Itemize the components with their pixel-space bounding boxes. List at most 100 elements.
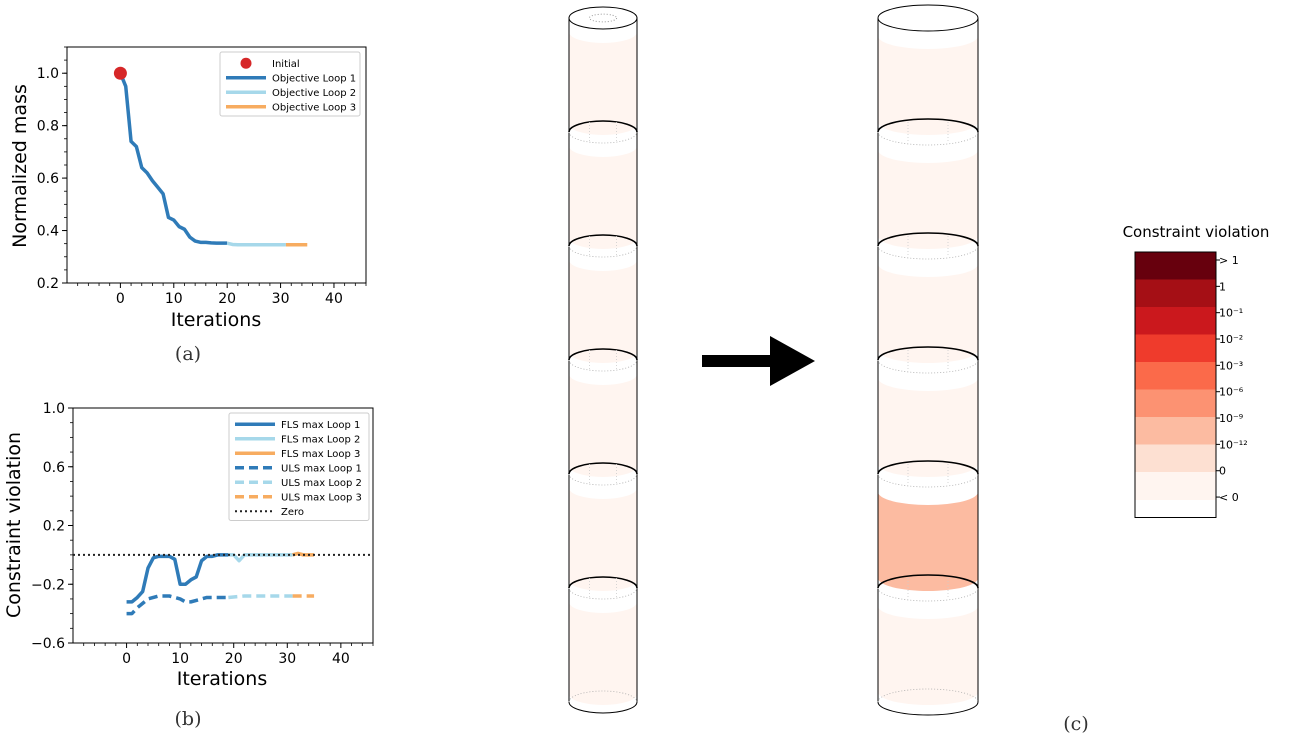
tower-joint-ring — [877, 118, 979, 133]
legend-box — [219, 51, 361, 117]
colorbar-frame — [1134, 251, 1217, 518]
legend-label: FLS max Loop 3 — [281, 449, 360, 460]
tower-joint-hidden — [877, 359, 979, 374]
tower-after — [877, 4, 979, 716]
legend-label: Initial — [272, 59, 300, 70]
tower-inner-ring — [588, 13, 618, 23]
tower-joint-ring — [877, 346, 979, 361]
tower-joint-hidden — [568, 245, 638, 258]
colorbar-tick-label: 10⁻⁹ — [1219, 412, 1243, 425]
tower-joint-hidden — [568, 359, 638, 372]
tower-before — [568, 6, 638, 714]
panel-b-xlabel: Iterations — [177, 668, 268, 690]
panel-a-mass-chart: Normalized mass Iterations (a) 0 10 20 30 40… — [9, 46, 367, 365]
tower-bottom-cap — [568, 701, 638, 714]
tower-joint-ring — [568, 234, 638, 247]
y-tick-label: 0.8 — [37, 119, 59, 135]
tower-joint-hidden — [877, 131, 979, 146]
x-tick-label: 20 — [225, 651, 243, 667]
colorbar-swatch — [1135, 417, 1216, 445]
y-tick-label: 0.6 — [37, 171, 59, 187]
panel-b-legend: FLS max Loop 1 FLS max Loop 2 FLS max Loop… — [228, 412, 370, 521]
tower-bottom-hidden — [877, 688, 979, 703]
colorbar-swatch — [1135, 334, 1216, 363]
tower-joint-ring — [877, 232, 979, 247]
tower-joint-hidden — [877, 473, 979, 488]
arrow-right-icon — [702, 336, 815, 386]
tower-segment — [569, 602, 637, 705]
tower-joint-hidden — [877, 587, 979, 602]
series-line-objective-loop-2 — [226, 241, 286, 247]
tower-segment — [878, 606, 978, 705]
x-tick-label: 20 — [218, 291, 236, 307]
legend-label: ULS max Loop 1 — [281, 463, 362, 474]
y-tick-label: 0.6 — [43, 460, 65, 476]
colorbar-swatch — [1135, 389, 1216, 418]
tower-segment — [878, 264, 978, 363]
colorbar-tick-label: < 0 — [1219, 491, 1239, 504]
tower-bottom-cap — [877, 701, 979, 716]
tower-segment — [569, 146, 637, 249]
legend-label: FLS max Loop 1 — [281, 420, 360, 431]
y-tick-label: −0.6 — [31, 636, 65, 652]
colorbar-title: Constraint violation — [1123, 223, 1270, 241]
tower-joint-ring — [568, 462, 638, 475]
x-tick-label: 0 — [116, 291, 125, 307]
x-tick-label: 10 — [171, 651, 189, 667]
tower-joint-ring — [568, 348, 638, 361]
y-tick-label: 1.0 — [37, 66, 59, 82]
tower-segment — [878, 492, 978, 591]
legend-label: Objective Loop 1 — [272, 73, 356, 84]
legend-label: Objective Loop 3 — [272, 102, 356, 113]
tower-segment — [878, 378, 978, 477]
panel-a-ylabel: Normalized mass — [9, 84, 31, 248]
tower-joint-hidden — [877, 245, 979, 260]
tower-segment — [878, 150, 978, 249]
tower-joint-hidden — [568, 131, 638, 144]
tower-top-cap — [877, 4, 979, 32]
tower-segment — [569, 260, 637, 363]
legend-label: ULS max Loop 3 — [281, 492, 362, 503]
y-tick-label: −0.2 — [31, 577, 65, 593]
panel-c-tower-views: Constraint violation > 1 1 10⁻¹ 10⁻² 10⁻³ 10⁻… — [568, 4, 1270, 735]
colorbar-tick-label: 0 — [1219, 465, 1226, 478]
colorbar-swatch — [1135, 307, 1216, 335]
legend-label: Zero — [281, 507, 304, 518]
legend-label: Objective Loop 2 — [272, 88, 356, 99]
panel-b-caption: (b) — [175, 708, 202, 730]
x-tick-label: 40 — [325, 291, 343, 307]
panel-b-ylabel: Constraint violation — [3, 432, 25, 618]
initial-point-marker — [113, 66, 127, 80]
series-line-objective-loop-1 — [118, 72, 228, 245]
y-tick-label: 0.2 — [43, 519, 65, 535]
tower-joint-hidden — [568, 473, 638, 486]
panel-a-caption: (a) — [175, 343, 201, 365]
colorbar-tick-label: 10⁻³ — [1219, 359, 1243, 372]
series-line-uls-max-loop-2 — [228, 594, 293, 600]
tower-segment — [569, 374, 637, 477]
tower-segment — [569, 488, 637, 591]
legend-marker — [240, 57, 252, 69]
colorbar: > 1 1 10⁻¹ 10⁻² 10⁻³ 10⁻⁶ 10⁻⁹ 10⁻¹² 0 < 0 — [1134, 251, 1248, 518]
colorbar-tick-label: > 1 — [1219, 254, 1239, 267]
x-tick-label: 40 — [332, 651, 350, 667]
colorbar-swatch — [1135, 444, 1216, 473]
colorbar-swatch — [1135, 279, 1216, 308]
tower-joint-hidden — [568, 587, 638, 600]
colorbar-swatch — [1135, 362, 1216, 390]
tower-segment — [569, 32, 637, 135]
colorbar-tick-label: 10⁻¹ — [1219, 307, 1243, 320]
tower-joint-ring — [568, 120, 638, 133]
panel-a-legend: Initial Objective Loop 1 Objective Loop 2 O… — [219, 51, 361, 117]
panel-b-constraint-chart: Constraint violation Iterations (b) 0 10 2… — [3, 401, 374, 730]
colorbar-tick-label: 10⁻¹² — [1219, 438, 1248, 451]
tower-top-cap — [568, 6, 638, 30]
panel-c-caption: (c) — [1063, 713, 1088, 735]
tower-joint-ring — [877, 574, 979, 589]
colorbar-tick-label: 10⁻² — [1219, 333, 1243, 346]
panel-a-xlabel: Iterations — [171, 309, 262, 331]
x-tick-label: 10 — [165, 291, 183, 307]
y-tick-label: 1.0 — [43, 401, 65, 417]
tower-joint-ring — [568, 576, 638, 589]
y-tick-label: 0.2 — [37, 276, 59, 292]
